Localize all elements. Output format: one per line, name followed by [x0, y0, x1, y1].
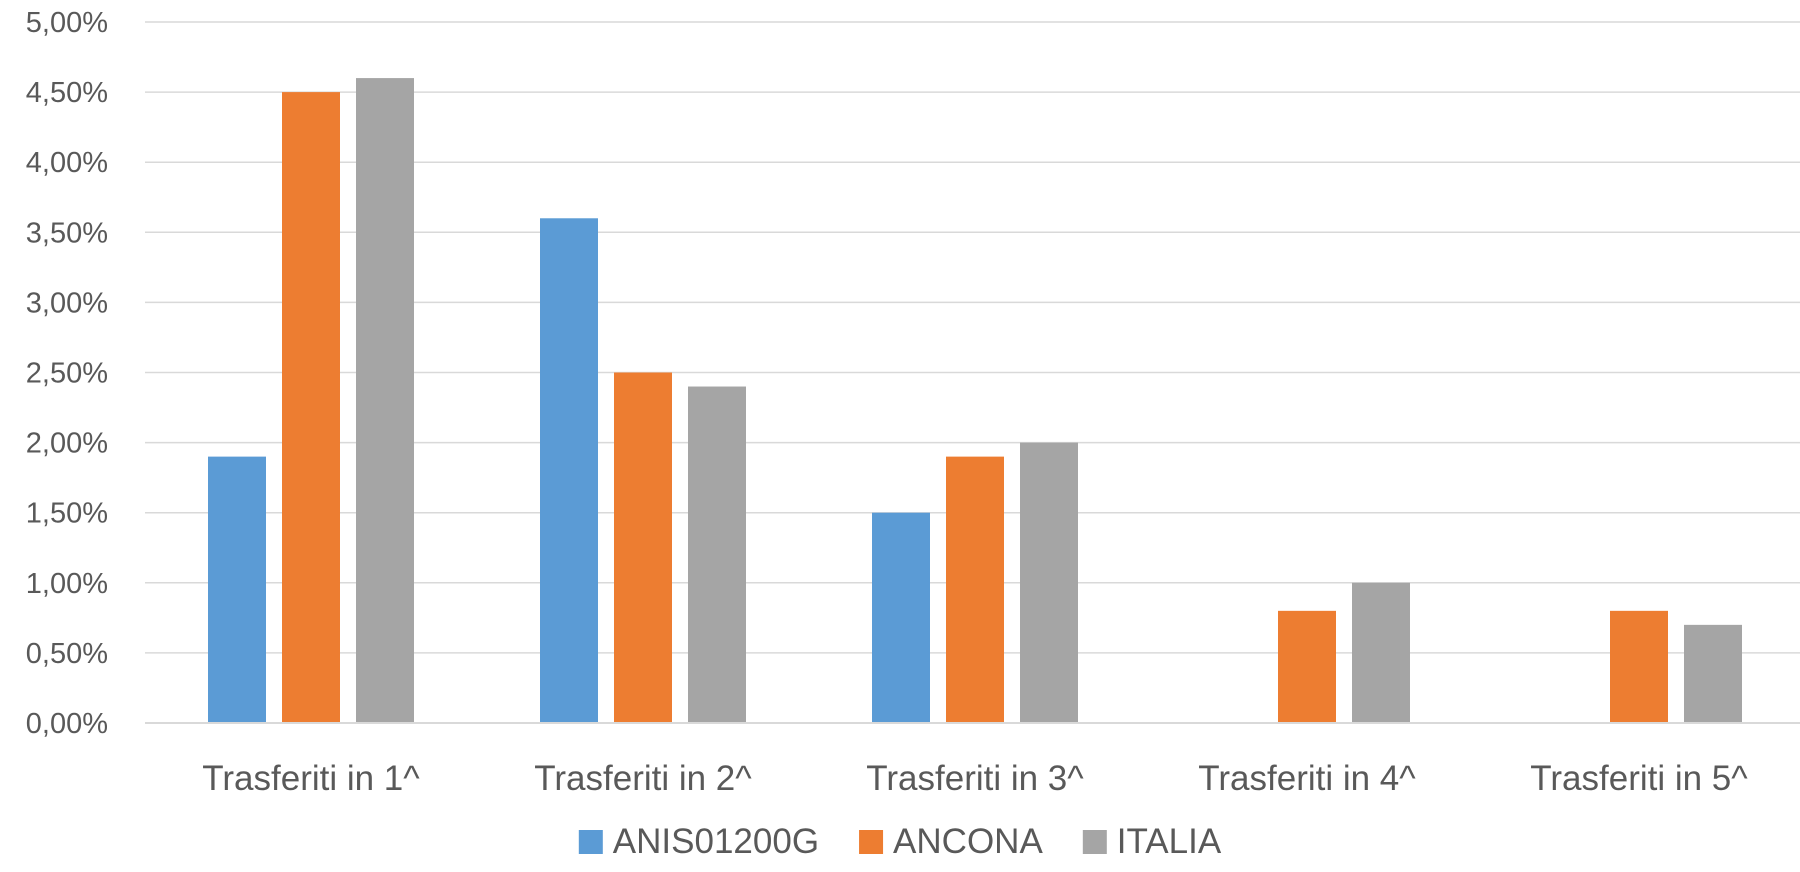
bars	[208, 78, 1742, 724]
y-tick-label: 4,00%	[26, 147, 108, 179]
y-tick-label: 4,50%	[26, 77, 108, 109]
y-tick-label: 2,50%	[26, 358, 108, 390]
legend-label: ANIS01200G	[613, 822, 819, 861]
y-tick-label: 0,50%	[26, 638, 108, 670]
y-tick-label: 1,00%	[26, 568, 108, 600]
legend-label: ANCONA	[893, 822, 1043, 861]
bar-ancona-2	[614, 372, 672, 723]
legend-label: ITALIA	[1117, 822, 1222, 861]
bar-ancona-5	[1610, 610, 1668, 723]
legend-swatch	[578, 830, 603, 854]
y-tick-label: 0,00%	[26, 708, 108, 740]
x-axis-category-labels: Trasferiti in 1^ Trasferiti in 2^ Trasferi…	[202, 759, 1748, 798]
y-tick-label: 1,50%	[26, 498, 108, 530]
x-category-label: Trasferiti in 4^	[1198, 759, 1416, 798]
bar-ancona-3	[946, 456, 1004, 723]
legend-swatch	[859, 830, 884, 854]
y-tick-label: 3,00%	[26, 287, 108, 319]
legend-swatch	[1082, 830, 1107, 854]
bar-italia-4	[1352, 582, 1410, 723]
bar-ancona-4	[1278, 610, 1336, 723]
bar-anis01200g-3	[872, 512, 930, 723]
bar-italia-1	[356, 78, 414, 723]
legend-item-italia: ITALIA	[1082, 822, 1222, 861]
legend-item-ancona: ANCONA	[859, 822, 1043, 861]
bar-anis01200g-2	[540, 218, 598, 723]
bar-italia-3	[1020, 442, 1078, 723]
x-category-label: Trasferiti in 2^	[534, 759, 752, 798]
gridlines	[145, 21, 1800, 654]
legend-item-anis01200g: ANIS01200G	[578, 822, 819, 861]
bar-italia-2	[688, 386, 746, 723]
y-axis-tick-labels: 0,00% 0,50% 1,00% 1,50% 2,00% 2,50% 3,00% 3,50%…	[26, 7, 108, 740]
bar-ancona-1	[282, 92, 340, 724]
bar-anis01200g-1	[208, 456, 266, 723]
x-category-label: Trasferiti in 1^	[202, 759, 420, 798]
legend: ANIS01200G ANCONA ITALIA	[578, 822, 1222, 861]
y-tick-label: 3,50%	[26, 217, 108, 249]
y-tick-label: 5,00%	[26, 7, 108, 39]
x-category-label: Trasferiti in 5^	[1530, 759, 1748, 798]
bar-italia-5	[1684, 624, 1742, 723]
y-tick-label: 2,00%	[26, 428, 108, 460]
x-category-label: Trasferiti in 3^	[866, 759, 1084, 798]
